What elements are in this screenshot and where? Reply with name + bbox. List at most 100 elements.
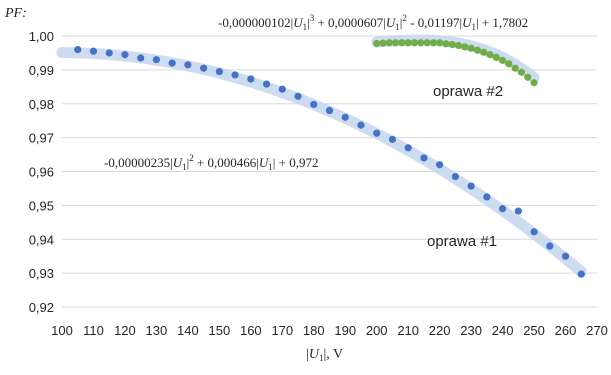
eq1-sub2: 1	[182, 162, 187, 172]
data-point-series-1	[74, 45, 82, 54]
data-point-series-2	[398, 39, 406, 47]
data-point-series-2	[480, 48, 488, 56]
data-point-series-2	[530, 79, 538, 87]
data-point-series-1	[420, 154, 428, 162]
data-point-series-2	[498, 56, 507, 64]
eq2-bar2: |	[400, 15, 403, 30]
x-tick-label: 220	[429, 323, 451, 338]
data-point-series-1	[137, 54, 145, 62]
data-point-series-2	[391, 39, 400, 47]
y-axis-label: PF:	[4, 6, 27, 21]
data-point-series-1	[310, 100, 318, 109]
data-point-series-1	[514, 207, 522, 215]
trend-line-series-1	[56, 47, 587, 278]
eq2-sub1: 1	[471, 22, 476, 32]
y-tick-label: 0,92	[29, 300, 54, 315]
trend-equation-1: -0,00000235|U1|2 + 0,000466|U1| + 0,972	[104, 153, 318, 172]
data-point-series-2	[442, 40, 450, 48]
eq1-coef1: + 0,000466|	[194, 155, 259, 170]
data-point-series-1	[168, 59, 176, 67]
y-tick-label: 0,98	[29, 97, 54, 112]
x-tick-label: 260	[555, 323, 577, 338]
data-point-series-2	[410, 39, 419, 47]
data-point-series-1	[121, 51, 129, 59]
data-point-series-1	[436, 161, 444, 169]
data-point-series-2	[511, 64, 519, 72]
data-point-series-1	[530, 228, 538, 236]
x-tick-label: 270	[586, 323, 608, 338]
data-point-series-1	[388, 135, 397, 143]
eq2-coef1: - 0,01197|	[407, 15, 462, 30]
series-label-oprawa-2: oprawa #2	[433, 83, 503, 100]
data-point-series-2	[404, 39, 412, 47]
eq2-bar1: |	[476, 15, 479, 30]
data-point-series-2	[524, 73, 532, 81]
data-point-series-1	[373, 129, 381, 137]
data-point-series-1	[262, 80, 271, 88]
eq2-sub3: 1	[303, 22, 308, 32]
eq2-sub2: 1	[395, 22, 400, 32]
y-tick-label: 0,95	[29, 198, 54, 213]
data-point-series-2	[486, 51, 494, 59]
y-tick-label: 1,00	[29, 29, 54, 44]
series-label-oprawa-1: oprawa #1	[427, 233, 497, 250]
eq2-bar3: |	[307, 15, 310, 30]
eq1-var1: U	[259, 155, 270, 170]
data-point-series-2	[385, 39, 393, 47]
x-tick-label: 130	[146, 323, 168, 338]
data-point-series-2	[467, 44, 475, 52]
eq1-coef0: + 0,972	[275, 155, 318, 170]
data-point-series-1	[105, 49, 113, 57]
x-tick-labels: 100 110 120 130 140 150 160 170 180 190 200 210 220 2…	[51, 323, 608, 338]
eq2-var3: U	[293, 15, 304, 30]
data-point-series-1	[341, 113, 349, 121]
data-point-series-2	[429, 39, 437, 47]
data-point-series-1	[184, 61, 192, 69]
data-point-series-2	[423, 39, 431, 47]
xlabel-var: U	[309, 347, 320, 362]
data-points	[74, 39, 585, 278]
x-tick-label: 250	[523, 323, 545, 338]
y-tick-label: 0,93	[29, 266, 54, 281]
data-point-series-1	[200, 64, 208, 72]
eq1-coef2: -0,00000235|	[104, 155, 173, 170]
data-point-series-2	[454, 41, 463, 50]
eq2-coef2: + 0,0000607|	[314, 15, 386, 30]
y-tick-label: 0,96	[29, 165, 54, 180]
eq2-var1: U	[462, 15, 473, 30]
x-tick-label: 110	[83, 323, 104, 338]
eq1-sub1: 1	[268, 162, 273, 172]
x-tick-label: 230	[460, 323, 482, 338]
x-tick-label: 210	[397, 323, 419, 338]
x-axis-label: |U1|, V	[306, 347, 343, 363]
data-point-series-1	[89, 47, 98, 55]
xlabel-bar-open: |	[306, 347, 309, 362]
eq2-sup3: 3	[310, 13, 315, 23]
x-tick-label: 140	[177, 323, 199, 338]
data-point-series-1	[404, 144, 412, 152]
data-point-series-1	[278, 85, 286, 93]
x-tick-label: 170	[271, 323, 293, 338]
data-point-series-2	[461, 43, 469, 51]
y-tick-label: 0,94	[29, 232, 54, 247]
data-point-series-2	[417, 39, 425, 47]
y-tick-label: 0,97	[29, 131, 54, 146]
x-tick-label: 180	[303, 323, 325, 338]
data-point-series-1	[577, 270, 585, 278]
y-tick-label: 0,99	[29, 63, 54, 78]
eq1-bar2: |	[187, 155, 190, 170]
eq2-var2: U	[386, 15, 397, 30]
x-tick-label: 100	[51, 323, 73, 338]
data-point-series-1	[247, 75, 255, 83]
xlabel-bar-close-unit: |, V	[323, 347, 343, 362]
data-point-series-1	[325, 106, 334, 115]
data-point-series-2	[436, 39, 444, 47]
y-tick-labels: 0,92 0,93 0,94 0,95 0,96 0,97 0,98 0,99 1,00	[29, 29, 54, 315]
xlabel-sub: 1	[319, 353, 324, 363]
data-point-series-2	[379, 39, 387, 47]
data-point-series-1	[152, 56, 161, 64]
data-point-series-1	[561, 252, 570, 260]
x-tick-label: 120	[114, 323, 136, 338]
data-point-series-1	[231, 71, 239, 79]
data-point-series-1	[498, 205, 507, 213]
